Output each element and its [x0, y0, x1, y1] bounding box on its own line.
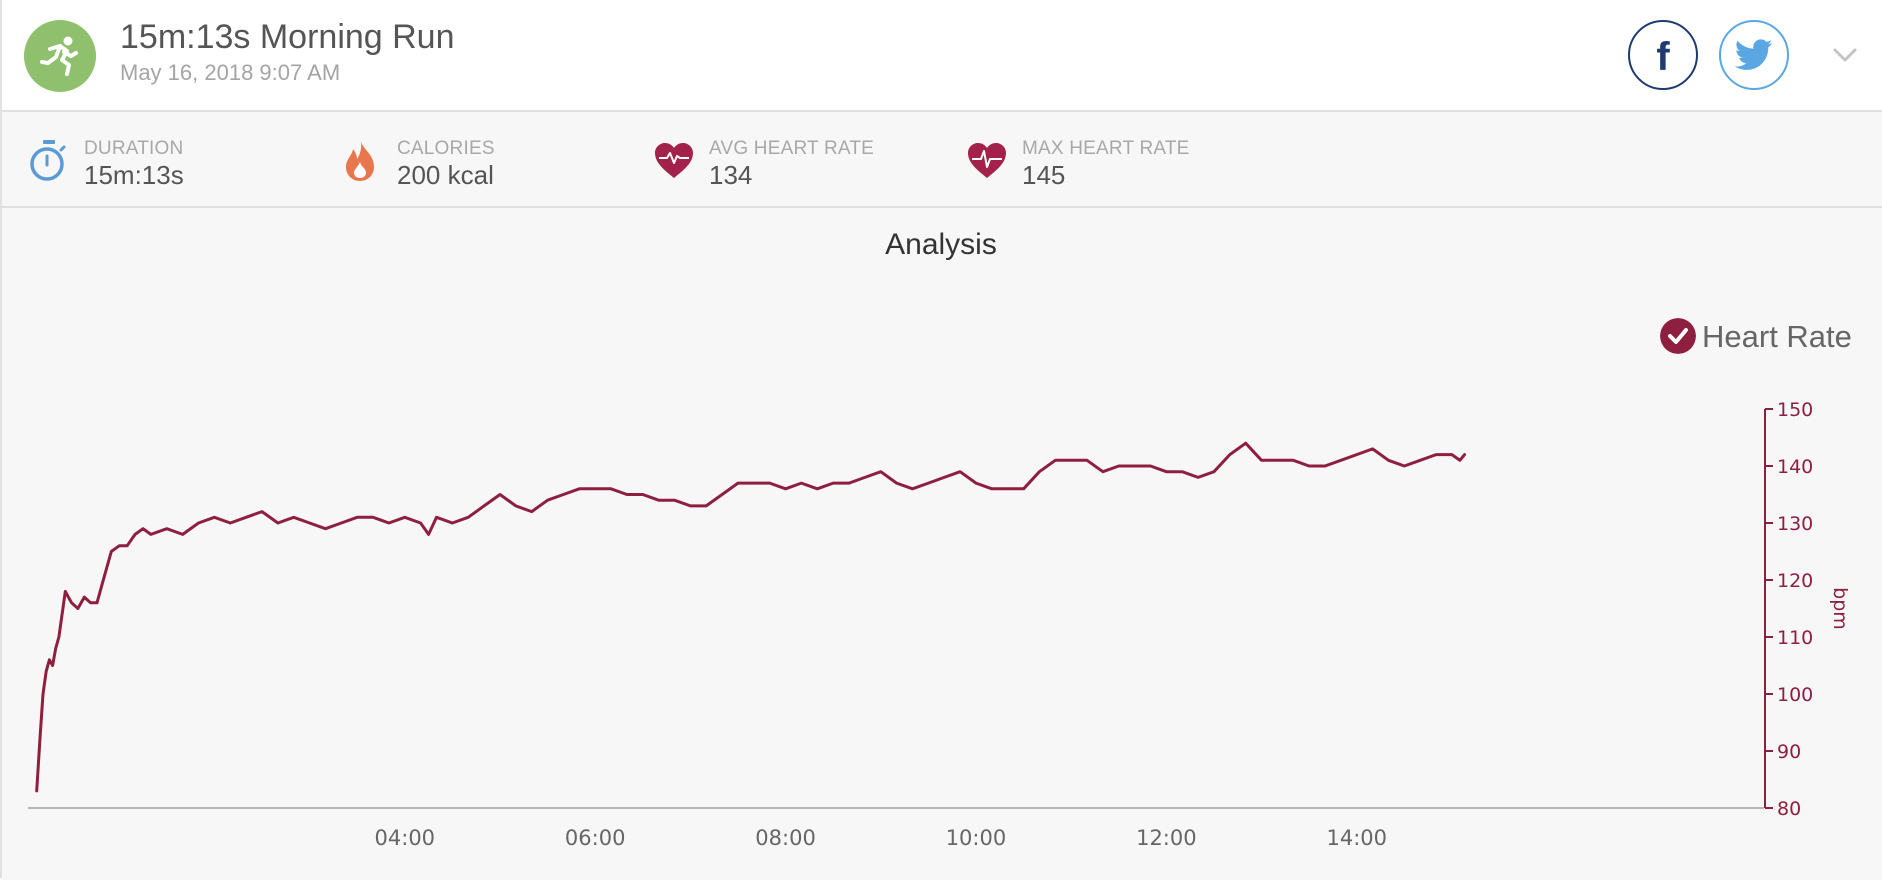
x-tick-label: 04:00	[375, 826, 436, 850]
expand-button[interactable]	[1830, 40, 1860, 70]
x-tick-label: 12:00	[1136, 826, 1197, 850]
twitter-icon	[1735, 39, 1773, 70]
activity-header: 15m:13s Morning Run May 16, 2018 9:07 AM…	[2, 0, 1882, 112]
stat-value: 134	[709, 160, 753, 190]
stat-value: 200 kcal	[397, 160, 494, 190]
legend-label: Heart Rate	[1702, 319, 1852, 354]
checkmark-icon	[1660, 318, 1696, 354]
activity-date: May 16, 2018 9:07 AM	[120, 60, 341, 85]
y-tick-label: 150	[1777, 399, 1813, 421]
y-tick-label: 120	[1777, 570, 1813, 592]
stats-bar: DURATION 15m:13s CALORIES 200 kcal AVG H…	[2, 112, 1882, 208]
x-tick-label: 10:00	[946, 826, 1007, 850]
heartbeat-icon	[655, 143, 693, 178]
stopwatch-icon	[30, 140, 66, 181]
facebook-icon: f	[1656, 35, 1670, 79]
y-tick-label: 80	[1777, 798, 1801, 820]
y-axis-label: bpm	[1829, 587, 1851, 630]
heart-rate-line	[35, 441, 1467, 793]
y-tick-label: 130	[1777, 513, 1813, 535]
running-person-icon	[24, 20, 96, 92]
x-tick-label: 14:00	[1326, 826, 1387, 850]
stat-label: CALORIES	[397, 138, 495, 159]
analysis-chart: Analysis Heart Rate 80 90 100 110 120 130 140 1…	[2, 208, 1882, 880]
twitter-share-button[interactable]	[1719, 20, 1789, 90]
stat-label: MAX HEART RATE	[1022, 138, 1190, 159]
heart-rate-plot: 80 90 100 110 120 130 140 150 bpm 04:00 06:00 08:00…	[28, 399, 1851, 850]
x-tick-label: 06:00	[565, 826, 626, 850]
stat-label: DURATION	[84, 138, 184, 159]
facebook-share-button[interactable]: f	[1628, 20, 1698, 90]
stat-value: 15m:13s	[84, 160, 184, 190]
chevron-down-icon	[1833, 48, 1857, 62]
x-tick-label: 08:00	[755, 826, 816, 850]
chart-title: Analysis	[885, 228, 997, 261]
stat-label: AVG HEART RATE	[709, 138, 875, 159]
activity-title: 15m:13s Morning Run	[120, 18, 455, 56]
stat-value: 145	[1022, 160, 1066, 190]
heartbeat-icon	[968, 143, 1006, 178]
y-tick-label: 100	[1777, 684, 1813, 706]
y-tick-label: 90	[1777, 741, 1801, 763]
y-tick-label: 110	[1777, 627, 1813, 649]
y-tick-label: 140	[1777, 456, 1813, 478]
flame-icon	[346, 141, 374, 181]
